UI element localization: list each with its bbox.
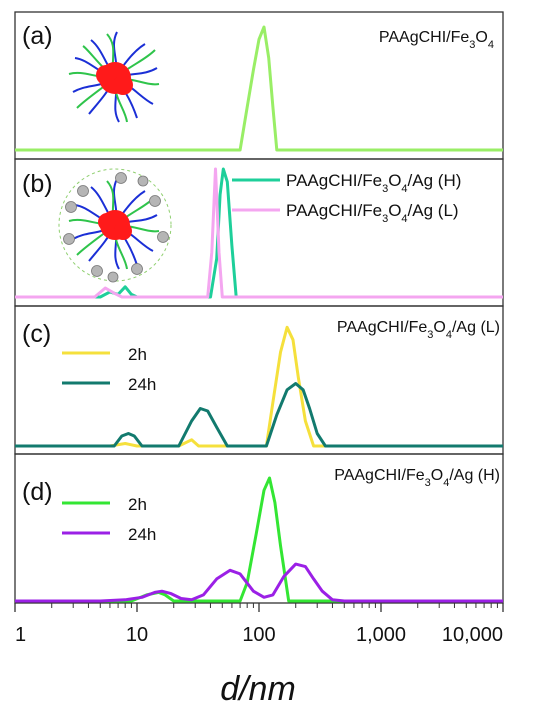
panel-c-label: (c) [22, 320, 51, 348]
panel-c-series-1-line [15, 382, 503, 448]
panel-d-legend: 2h 24h [62, 495, 156, 544]
panel-a-series-0-line [15, 25, 503, 152]
panel-d-label: (d) [22, 478, 53, 506]
panel-c-series [15, 325, 503, 448]
panel-a-series [15, 25, 503, 152]
legend-label-c-24h: 24h [128, 375, 156, 394]
x-tick-label: 1 [15, 624, 26, 646]
legend-label-H: PAAgCHI/Fe3O4/Ag (H) [286, 171, 461, 195]
panel-a-title: PAAgCHI/Fe3O4 [379, 29, 494, 51]
x-ticks: 1 10 100 1,000 10,000 [14, 603, 504, 646]
panel-a-label: (a) [22, 22, 53, 50]
micelle-icon [68, 31, 160, 123]
x-tick-label: 10,000 [442, 624, 503, 646]
x-axis-label: d/nm [220, 670, 296, 708]
panel-b-series [15, 167, 503, 299]
panel-b: (b) PAAgCHI/Fe3O4/Ag (H) PAAgCHI/Fe3O4/A… [14, 158, 504, 307]
panel-c-series-0-line [15, 325, 503, 448]
micelle-ag-icon [58, 168, 172, 283]
panel-d-series [15, 476, 503, 603]
panel-d-series-1-line [15, 562, 503, 603]
x-axis: 1 10 100 1,000 10,000 d/nm [14, 603, 504, 708]
legend-label-c-2h: 2h [128, 345, 147, 364]
legend-label-L: PAAgCHI/Fe3O4/Ag (L) [286, 201, 459, 225]
panel-b-label: (b) [22, 170, 53, 198]
x-tick-label: 10 [126, 624, 148, 646]
panel-d: (d) PAAgCHI/Fe3O4/Ag (H) 2h 24h [14, 453, 504, 604]
panel-d-title: PAAgCHI/Fe3O4/Ag (H) [334, 467, 500, 489]
panel-b-legend: PAAgCHI/Fe3O4/Ag (H) PAAgCHI/Fe3O4/Ag (L… [232, 171, 461, 225]
legend-label-d-2h: 2h [128, 495, 147, 514]
panel-c-legend: 2h 24h [62, 345, 156, 394]
panel-c-title: PAAgCHI/Fe3O4/Ag (L) [337, 319, 500, 341]
panel-c: (c) PAAgCHI/Fe3O4/Ag (L) 2h 24h [14, 305, 504, 455]
panel-d-series-0-line [15, 476, 503, 603]
legend-label-d-24h: 24h [128, 525, 156, 544]
panel-b-series-1-line [15, 167, 503, 299]
panel-a: (a) PAAgCHI/Fe3O4 [14, 11, 504, 160]
x-tick-label: 1,000 [356, 624, 406, 646]
x-tick-label: 100 [242, 624, 275, 646]
